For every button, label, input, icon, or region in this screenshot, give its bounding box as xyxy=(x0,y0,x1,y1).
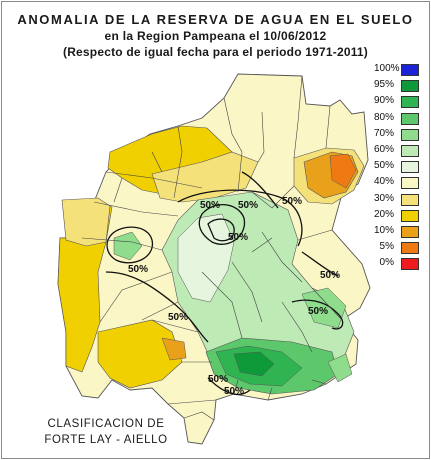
department-boundaries xyxy=(81,75,343,421)
legend-label: 80% xyxy=(374,111,395,123)
legend-item: 20% xyxy=(368,209,428,225)
legend-label: 20% xyxy=(374,208,395,220)
zone-south-95 xyxy=(233,351,275,377)
legend-swatch xyxy=(401,225,419,238)
legend-item: 30% xyxy=(368,193,428,209)
legend: 100% 95% 90% 80% 70% 60% 50% 40% 30% 20% 10% 5% 0% xyxy=(368,63,428,273)
legend-label: 5% xyxy=(379,241,394,253)
legend-swatch xyxy=(401,112,419,125)
contour-label-8: 50% xyxy=(320,270,340,281)
contour-label-2: 50% xyxy=(238,200,258,211)
legend-label: 40% xyxy=(374,176,395,188)
legend-item: 50% xyxy=(368,160,428,176)
credit-line-1: CLASIFICACION DE xyxy=(47,418,165,430)
legend-swatch xyxy=(401,161,419,174)
legend-item: 100% xyxy=(368,63,428,79)
zone-southwest-20 xyxy=(97,319,183,389)
contour-labels: 50% 50% 50% 50% 50% 50% 50% 50% 50% 50% xyxy=(128,196,340,397)
legend-item: 0% xyxy=(368,257,428,273)
legend-item: 60% xyxy=(368,144,428,160)
contour-label-5: 50% xyxy=(128,264,148,275)
legend-swatch xyxy=(401,209,419,222)
legend-label: 10% xyxy=(374,224,395,236)
contour-label-3: 50% xyxy=(228,232,248,243)
legend-swatch xyxy=(401,64,419,76)
credit-line-2: FORTE LAY - AIELLO xyxy=(44,434,168,446)
contour-label-6: 50% xyxy=(168,312,188,323)
legend-label: 50% xyxy=(374,160,395,172)
zone-east-70 xyxy=(301,287,347,329)
legend-swatch xyxy=(401,128,419,141)
contour-label-10: 50% xyxy=(224,386,244,397)
legend-label: 90% xyxy=(374,95,395,107)
contour-lines xyxy=(105,171,344,395)
legend-swatch xyxy=(401,80,419,93)
legend-label: 60% xyxy=(374,143,395,155)
map-title: ANOMALIA DE LA RESERVA DE AGUA EN EL SUE… xyxy=(2,12,429,60)
legend-item: 5% xyxy=(368,241,428,257)
title-line-1: ANOMALIA DE LA RESERVA DE AGUA EN EL SUE… xyxy=(17,12,414,27)
legend-swatch xyxy=(401,193,419,206)
legend-item: 95% xyxy=(368,79,428,95)
zone-southeast-70 xyxy=(327,353,353,383)
legend-swatch xyxy=(401,144,419,157)
legend-label: 95% xyxy=(374,79,395,91)
legend-swatch xyxy=(401,96,419,109)
legend-item: 90% xyxy=(368,95,428,111)
zone-west-60 xyxy=(113,231,143,261)
title-line-3: (Respecto de igual fecha para el periodo… xyxy=(63,45,368,59)
legend-label: 100% xyxy=(374,63,400,74)
legend-item: 10% xyxy=(368,225,428,241)
contour-label-9: 50% xyxy=(208,374,228,385)
contour-label-4: 50% xyxy=(282,196,302,207)
legend-item: 40% xyxy=(368,176,428,192)
legend-item: 70% xyxy=(368,128,428,144)
legend-label: 30% xyxy=(374,192,395,204)
legend-label: 70% xyxy=(374,127,395,139)
zone-west-30 xyxy=(61,197,111,247)
legend-swatch xyxy=(401,242,419,255)
zone-southwest-10 xyxy=(161,337,187,361)
zone-northeast-5 xyxy=(329,153,357,189)
legend-label: 0% xyxy=(379,257,394,269)
classification-credit: CLASIFICACION DE FORTE LAY - AIELLO xyxy=(26,416,186,448)
contour-label-7: 50% xyxy=(308,306,328,317)
legend-swatch xyxy=(401,177,419,190)
legend-item: 80% xyxy=(368,112,428,128)
legend-swatch xyxy=(401,258,419,271)
contour-label-1: 50% xyxy=(200,200,220,211)
title-line-2: en la Region Pampeana el 10/06/2012 xyxy=(104,29,327,43)
zone-central-50 xyxy=(177,213,235,303)
